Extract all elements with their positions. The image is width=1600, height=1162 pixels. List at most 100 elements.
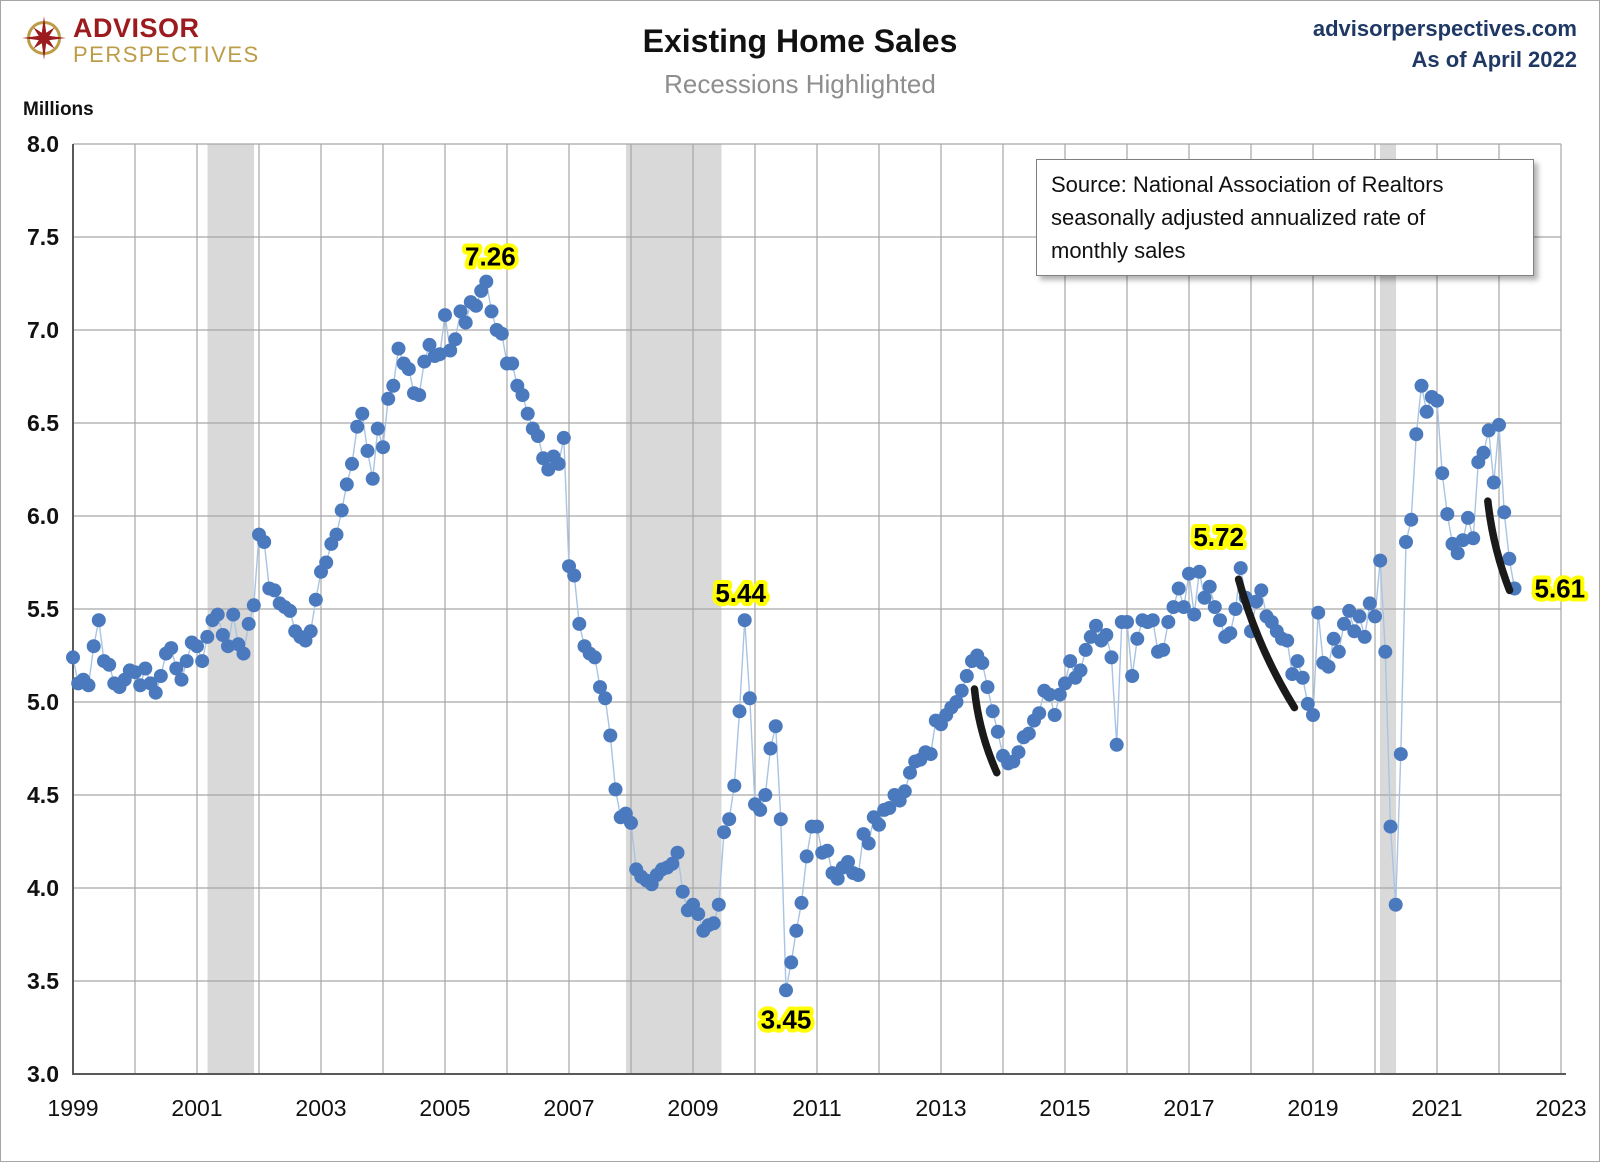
data-point	[190, 639, 204, 654]
data-point	[1466, 531, 1481, 546]
data-point	[1187, 607, 1202, 622]
data-point	[773, 812, 788, 827]
trend-line	[1484, 497, 1514, 595]
x-tick-label: 2021	[1411, 1095, 1462, 1121]
y-tick-label: 8.0	[27, 131, 59, 157]
data-point	[861, 836, 876, 851]
source-note-line2: seasonally adjusted annualized rate of	[1051, 205, 1426, 230]
data-point	[1120, 615, 1134, 629]
source-note-box: Source: National Association of Realtors…	[1036, 159, 1534, 276]
data-point	[1409, 427, 1424, 442]
logo-wordmark-advisor: ADVISOR	[73, 13, 200, 43]
data-point	[1052, 687, 1067, 702]
trend-line	[1234, 575, 1299, 712]
data-point	[556, 430, 571, 445]
data-point	[329, 527, 344, 542]
logo-wordmark-perspectives: PERSPECTIVES	[73, 42, 260, 67]
y-tick-label: 6.5	[27, 410, 59, 436]
data-point	[763, 741, 778, 756]
data-point	[443, 343, 458, 358]
data-point	[153, 669, 168, 683]
data-point	[1042, 687, 1057, 702]
data-point	[531, 429, 545, 443]
data-point	[365, 471, 380, 486]
data-point	[1011, 745, 1026, 760]
data-point	[1440, 507, 1455, 522]
data-point	[980, 680, 995, 695]
data-point	[1342, 603, 1357, 618]
data-point	[453, 304, 468, 319]
data-point	[226, 607, 241, 622]
data-point	[1223, 626, 1238, 641]
data-point	[448, 332, 463, 347]
data-point	[479, 274, 494, 289]
y-tick-label: 4.0	[27, 875, 59, 901]
x-tick-label: 2019	[1287, 1095, 1338, 1121]
data-point	[1073, 663, 1088, 678]
data-point	[1058, 676, 1072, 691]
data-point	[1481, 423, 1496, 438]
data-point	[391, 341, 406, 356]
x-tick-label: 2013	[915, 1095, 966, 1121]
data-point	[706, 916, 721, 931]
data-point	[1063, 654, 1078, 669]
page-subtitle: Recessions Highlighted	[664, 69, 936, 99]
data-point	[381, 391, 396, 406]
x-tick-label: 2003	[295, 1095, 346, 1121]
data-point	[1171, 581, 1186, 596]
data-point	[1378, 644, 1393, 659]
data-point	[319, 555, 334, 570]
data-point	[541, 462, 556, 477]
data-point	[1021, 726, 1036, 741]
data-point	[1311, 605, 1326, 620]
data-point	[484, 304, 499, 319]
data-point	[505, 356, 520, 371]
source-note-line3: monthly sales	[1051, 238, 1186, 263]
data-point	[195, 654, 210, 669]
data-point	[758, 788, 773, 802]
data-point	[1130, 631, 1145, 646]
data-point	[1414, 378, 1429, 393]
data-point	[779, 983, 793, 998]
data-point	[1486, 475, 1501, 490]
y-tick-label: 5.0	[27, 689, 59, 715]
data-point	[283, 603, 297, 618]
data-point	[1383, 819, 1398, 834]
data-point	[923, 747, 938, 762]
data-point	[215, 628, 230, 642]
data-point	[990, 724, 1005, 739]
data-point	[370, 421, 385, 436]
trend-line	[970, 685, 1001, 777]
data-point	[897, 784, 912, 799]
y-tick-label: 7.5	[27, 224, 59, 250]
data-point	[1176, 600, 1191, 615]
data-point	[567, 568, 582, 583]
data-point	[267, 583, 282, 598]
data-point	[257, 535, 272, 549]
data-point	[81, 678, 96, 693]
y-tick-label: 4.5	[27, 782, 59, 808]
data-point	[675, 884, 690, 899]
data-point	[200, 629, 215, 644]
data-point	[799, 849, 814, 864]
data-point	[86, 639, 101, 654]
data-point	[458, 315, 473, 330]
advisor-perspectives-logo: ADVISOR PERSPECTIVES	[21, 15, 260, 66]
data-point	[422, 337, 437, 352]
data-point	[1290, 654, 1305, 669]
data-point	[1337, 616, 1351, 631]
data-point	[236, 646, 251, 661]
data-point	[670, 845, 685, 860]
data-point	[360, 443, 375, 458]
data-point	[1393, 747, 1408, 762]
data-point	[102, 657, 117, 672]
data-point	[624, 815, 638, 830]
data-point	[536, 451, 551, 466]
data-point	[742, 691, 757, 706]
data-point	[572, 616, 587, 631]
data-point	[717, 825, 731, 840]
x-tick-label: 1999	[47, 1095, 98, 1121]
data-point	[882, 801, 897, 815]
data-point	[1249, 594, 1264, 609]
data-point	[727, 778, 742, 793]
